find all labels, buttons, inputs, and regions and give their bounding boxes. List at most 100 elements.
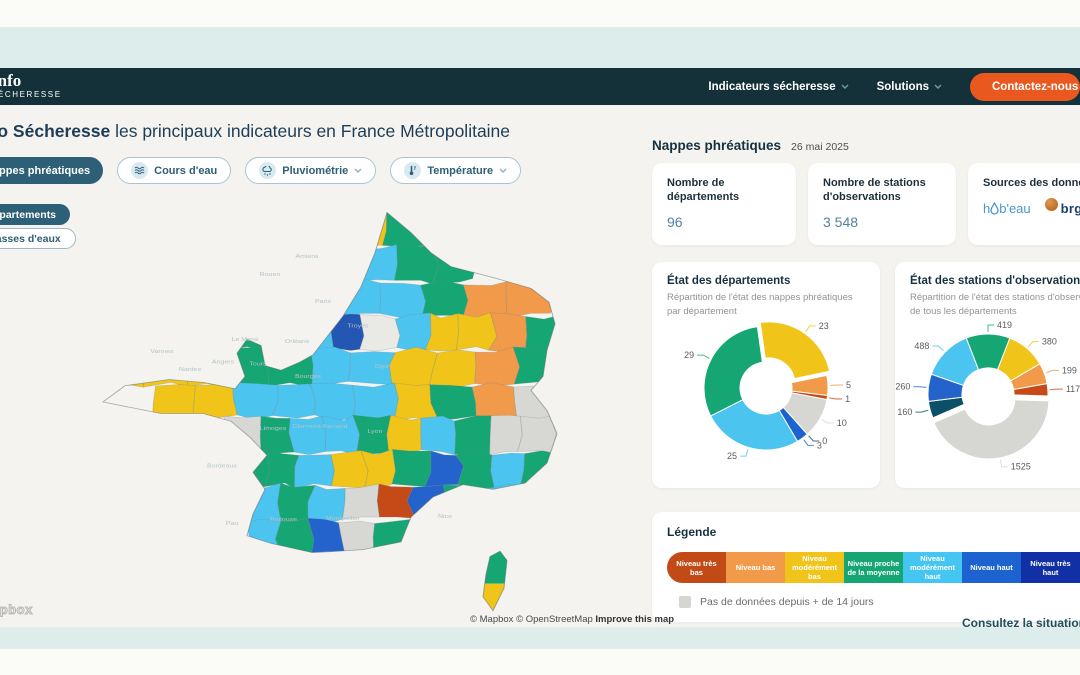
map-department[interactable] <box>266 347 314 388</box>
map-department[interactable] <box>235 448 270 488</box>
panel-section-title: Nappes phréatiques <box>652 138 782 153</box>
map-city-label: Montpellier <box>326 516 360 522</box>
regional-situation-link[interactable]: Consultez la situation régionale <box>962 616 1080 630</box>
map-department[interactable] <box>512 346 557 386</box>
map-department[interactable] <box>462 281 508 319</box>
map-department[interactable] <box>420 280 469 317</box>
map-city-label: Angers <box>212 359 234 365</box>
map-department[interactable] <box>310 346 351 388</box>
map-department[interactable] <box>420 415 457 456</box>
stat-card-departements: Nombre de départements 96 <box>652 163 796 245</box>
mapbox-logo[interactable]: mapbox <box>0 602 33 618</box>
map-department[interactable] <box>379 282 427 320</box>
map-department[interactable] <box>405 516 446 558</box>
map-department[interactable] <box>475 483 510 525</box>
map-department[interactable] <box>437 517 477 556</box>
toggle-departements[interactable]: Départements <box>0 204 71 225</box>
map-department[interactable] <box>309 382 357 422</box>
donut-slice-value: 25 <box>727 451 737 461</box>
donut-chart-departements[interactable]: 23 5 1 10 03 25 29 <box>652 306 880 486</box>
filter-label: Température <box>427 164 494 177</box>
donut-slice[interactable] <box>933 399 1050 460</box>
nav-solutions[interactable]: Solutions <box>877 81 942 93</box>
map-department[interactable] <box>321 414 361 456</box>
filter-pluviometrie[interactable]: Pluviométrie <box>245 157 377 184</box>
chart-card-departements: État des départements Répartition de l'é… <box>652 262 880 488</box>
map-department[interactable] <box>372 518 414 557</box>
stat-value: 3 548 <box>823 213 859 230</box>
map-city-label: Bourges <box>295 374 321 380</box>
map-department[interactable] <box>429 349 477 388</box>
stat-label: Nombre de départements <box>667 177 740 203</box>
map-department[interactable] <box>431 245 478 285</box>
map-department[interactable] <box>429 384 477 420</box>
map-department[interactable] <box>489 414 523 456</box>
map-department[interactable] <box>506 483 546 522</box>
improve-map-link[interactable]: Improve this map <box>595 614 675 625</box>
no-data-swatch <box>679 596 691 608</box>
donut-slice[interactable] <box>703 326 763 417</box>
map-department[interactable] <box>342 483 380 520</box>
map-department[interactable] <box>520 450 561 490</box>
contact-button[interactable]: Contactez-nous <box>970 72 1080 101</box>
map-department[interactable] <box>517 415 557 453</box>
toggle-masses-deaux[interactable]: Masses d'eaux <box>0 228 76 249</box>
france-choropleth-map[interactable]: Amiens Rouen Paris Troyes Le Mans Orléans Vann… <box>95 211 565 613</box>
map-department[interactable] <box>288 415 327 455</box>
map-department[interactable] <box>275 517 315 556</box>
filter-cours-deau[interactable]: Cours d'eau <box>117 157 232 184</box>
map-department[interactable] <box>307 517 346 555</box>
map-department[interactable] <box>338 520 376 555</box>
rain-cloud-icon <box>259 162 277 179</box>
brgm-sphere-icon <box>1044 197 1058 211</box>
map-department[interactable] <box>102 348 151 388</box>
nav-indicateurs[interactable]: Indicateurs sécheresse <box>708 81 849 93</box>
donut-slice[interactable] <box>759 321 831 380</box>
legend-item: Niveau modérément bas <box>785 552 844 583</box>
bottom-teal-band <box>0 627 1080 649</box>
map-department[interactable] <box>391 449 432 488</box>
map-department[interactable] <box>393 244 440 285</box>
map-department[interactable] <box>222 415 262 453</box>
map-department[interactable] <box>474 346 521 387</box>
bottom-white-strip <box>0 649 1080 675</box>
map-department[interactable] <box>388 346 438 386</box>
map-department[interactable] <box>232 382 279 421</box>
map-department[interactable] <box>271 383 316 419</box>
map-department[interactable] <box>394 312 432 351</box>
map-department[interactable] <box>456 312 498 351</box>
map-department[interactable] <box>351 382 399 421</box>
map-city-label: Pau <box>226 521 239 527</box>
map-department[interactable] <box>359 314 401 352</box>
map-department[interactable] <box>230 312 269 353</box>
map-department[interactable] <box>333 278 381 321</box>
map-department[interactable] <box>386 414 422 453</box>
map-department[interactable] <box>355 244 398 282</box>
map-department[interactable] <box>329 313 365 351</box>
filter-nappes-phreatiques[interactable]: Nappes phréatiques <box>0 157 104 184</box>
map-department[interactable] <box>525 314 561 351</box>
map-department[interactable] <box>505 279 557 319</box>
donut-chart-stations[interactable]: 380 199 117 1525 160 260 488 419 <box>895 318 1080 488</box>
brgm-logo[interactable]: brgm <box>1044 197 1080 216</box>
map-department[interactable] <box>294 454 335 490</box>
map-department[interactable] <box>152 384 196 423</box>
hubeau-logo[interactable]: h b'eau <box>983 201 1031 216</box>
indicator-filter-row: Nappes phréatiques Cours d'eau Pluviomét… <box>0 157 522 184</box>
map-department[interactable] <box>316 246 362 285</box>
hubeau-text: h <box>983 200 991 216</box>
attribution-text[interactable]: © Mapbox © OpenStreetMap <box>470 614 596 625</box>
filter-temperature[interactable]: Température <box>390 157 522 184</box>
map-department[interactable] <box>490 452 526 489</box>
map-department[interactable] <box>263 312 303 353</box>
donut-slice[interactable] <box>1013 383 1049 397</box>
map-department <box>483 583 507 611</box>
map-attribution: © Mapbox © OpenStreetMap Improve this ma… <box>470 614 674 625</box>
map-department[interactable] <box>453 415 492 456</box>
site-logo[interactable]: Info SÉCHERESSE <box>0 72 62 99</box>
donut-slice[interactable] <box>965 333 1011 371</box>
stat-value: 96 <box>667 213 683 230</box>
map-department[interactable] <box>475 517 512 556</box>
chevron-down-icon <box>499 168 507 173</box>
donut-slice[interactable] <box>709 399 799 451</box>
